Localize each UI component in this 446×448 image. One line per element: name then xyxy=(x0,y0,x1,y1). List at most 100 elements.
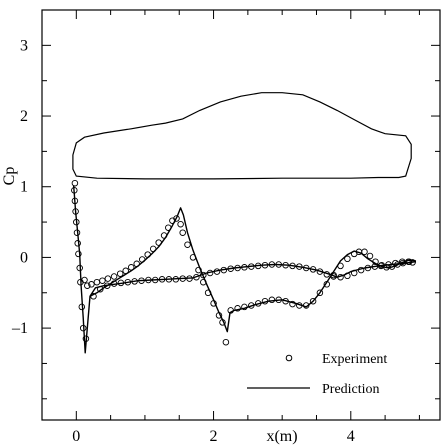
x-tick-label: 0 xyxy=(72,428,80,445)
experiment-point xyxy=(261,297,269,305)
experiment-point xyxy=(344,255,351,263)
experiment-point xyxy=(144,251,151,258)
experiment-point xyxy=(366,252,374,260)
experiment-point xyxy=(186,275,193,282)
experiment-point xyxy=(93,278,101,286)
experiment-point xyxy=(234,264,241,272)
experiment-point xyxy=(73,229,81,236)
experiment-point xyxy=(323,281,331,288)
x-tick-label: 4 xyxy=(347,428,355,445)
experiment-point xyxy=(193,273,200,281)
experiment-point xyxy=(254,262,262,270)
experiment-point xyxy=(254,300,262,307)
experiment-point xyxy=(165,224,172,231)
experiment-point xyxy=(323,271,331,278)
experiment-point xyxy=(316,289,324,297)
experiment-point xyxy=(220,266,228,274)
experiment-point xyxy=(195,266,202,274)
experiment-point xyxy=(110,280,118,287)
experiment-point xyxy=(79,324,87,332)
experiment-point xyxy=(76,264,83,272)
experiment-point xyxy=(200,278,207,286)
legend: Experiment Prediction xyxy=(247,352,387,397)
experiment-point xyxy=(350,269,358,277)
experiment-point xyxy=(172,276,180,283)
experiment-point xyxy=(184,241,191,248)
experiment-point xyxy=(165,276,173,283)
experiment-point xyxy=(110,273,118,280)
experiment-point xyxy=(296,302,303,309)
experiment-point xyxy=(248,263,255,270)
experiment-point xyxy=(116,270,124,277)
experiment-point xyxy=(409,259,416,266)
experiment-point xyxy=(309,297,317,305)
experiment-point xyxy=(227,265,234,272)
experiment-point xyxy=(138,277,145,284)
experiment-point xyxy=(103,282,111,289)
experiment-point xyxy=(160,232,168,239)
experiment-point xyxy=(133,260,140,268)
minor-ticks xyxy=(41,10,440,420)
experiment-point xyxy=(296,263,303,270)
y-tick-labels: –1 0 1 2 3 xyxy=(11,37,28,337)
experiment-point xyxy=(158,276,166,283)
experiment-point xyxy=(75,250,82,258)
y-tick-label: 3 xyxy=(20,37,28,54)
experiment-point xyxy=(282,261,289,269)
experiment-point xyxy=(372,258,379,265)
experiment-point xyxy=(104,275,112,282)
experiment-point xyxy=(127,264,135,271)
prediction-layer xyxy=(72,185,417,354)
experiment-point xyxy=(71,179,79,187)
experiment-point xyxy=(71,187,78,194)
experiment-point xyxy=(189,254,197,261)
experiment-point xyxy=(99,277,106,284)
experiment-point xyxy=(364,264,372,272)
experiment-point xyxy=(405,258,412,265)
experiment-point xyxy=(179,229,186,236)
experiment-point xyxy=(268,296,276,304)
experiment-point xyxy=(215,312,223,319)
experiment-point xyxy=(155,239,162,246)
experiment-point xyxy=(149,245,157,253)
prediction-line xyxy=(89,207,417,333)
experiment-point xyxy=(361,248,368,256)
experiment-point xyxy=(82,335,90,342)
experiment-point xyxy=(275,296,282,304)
experiment-point xyxy=(282,297,289,305)
experiment-point xyxy=(309,266,317,273)
experiment-point xyxy=(78,303,86,311)
experiment-point xyxy=(302,302,310,309)
experiment-point xyxy=(275,261,282,268)
experiment-point xyxy=(357,266,365,274)
experiment-point xyxy=(213,268,221,275)
experiment-point xyxy=(289,262,296,270)
y-tick-label: –1 xyxy=(11,320,28,337)
car-outline xyxy=(72,92,412,180)
experiment-point xyxy=(200,271,207,279)
experiment-point xyxy=(388,263,396,270)
experiment-point xyxy=(145,276,152,284)
experiment-point xyxy=(344,272,351,280)
experiment-point xyxy=(138,256,146,263)
experiment-point xyxy=(122,267,129,275)
car-outline-layer xyxy=(72,92,412,180)
experiment-point xyxy=(302,264,310,272)
experiment-point xyxy=(97,285,104,293)
legend-experiment-marker xyxy=(285,354,293,362)
experiment-point xyxy=(81,276,88,284)
legend-experiment-label: Experiment xyxy=(322,352,387,367)
experiment-point xyxy=(151,276,159,284)
experiment-point xyxy=(241,264,248,271)
major-ticks xyxy=(42,10,440,420)
experiment-point xyxy=(204,289,212,297)
experiment-point xyxy=(210,300,217,307)
experiment-point xyxy=(90,293,97,300)
experiment-point xyxy=(179,275,186,282)
experiment-point xyxy=(289,300,296,308)
legend-prediction-label: Prediction xyxy=(322,382,380,397)
experiment-point xyxy=(206,269,214,277)
x-tick-label: 2 xyxy=(210,428,218,445)
experiment-point xyxy=(371,263,379,270)
experiment-point xyxy=(73,218,80,226)
